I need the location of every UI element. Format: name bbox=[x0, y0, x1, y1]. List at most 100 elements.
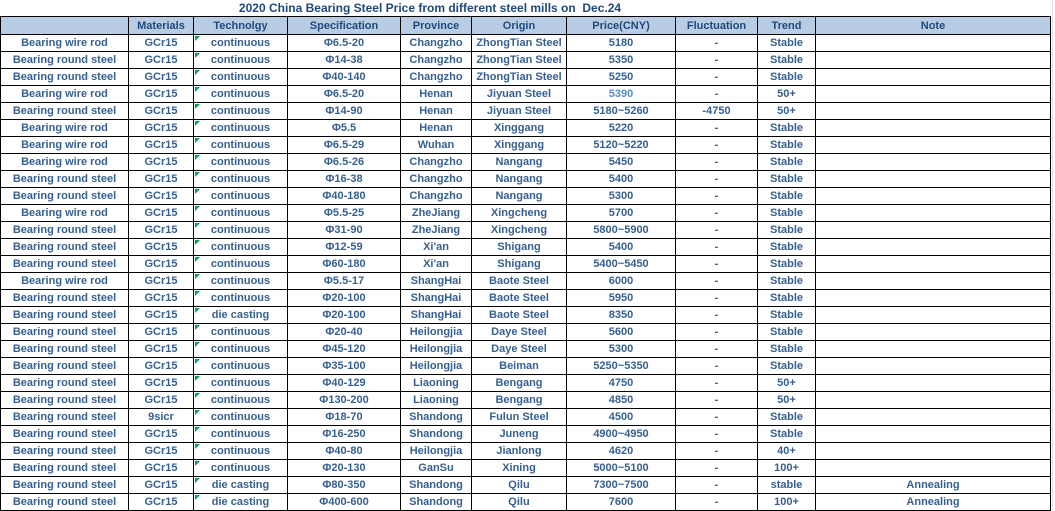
cell-province[interactable]: Heilongjia bbox=[400, 442, 472, 460]
cell-province[interactable]: Heilongjia bbox=[400, 357, 472, 375]
cell-fluctuation[interactable]: - bbox=[675, 357, 758, 375]
header-cell-materials[interactable]: Materials bbox=[128, 16, 194, 35]
header-cell-specification[interactable]: Specification bbox=[287, 16, 401, 35]
cell-note[interactable] bbox=[815, 51, 1051, 69]
cell-province[interactable]: Heilongjia bbox=[400, 323, 472, 341]
cell-materials[interactable]: GCr15 bbox=[128, 153, 194, 171]
cell-materials[interactable]: GCr15 bbox=[128, 51, 194, 69]
cell-province[interactable]: Henan bbox=[400, 85, 472, 103]
cell-origin[interactable]: Beiman bbox=[471, 357, 567, 375]
cell-origin[interactable]: ZhongTian Steel bbox=[471, 68, 567, 86]
cell-product[interactable]: Bearing wire rod bbox=[0, 85, 129, 103]
cell-origin[interactable]: Jiyuan Steel bbox=[471, 85, 567, 103]
cell-specification[interactable]: Φ20-40 bbox=[287, 323, 401, 341]
cell-note[interactable] bbox=[815, 272, 1051, 290]
cell-province[interactable]: Heilongjia bbox=[400, 340, 472, 358]
cell-specification[interactable]: Φ60-180 bbox=[287, 255, 401, 273]
cell-technology[interactable]: continuous bbox=[193, 204, 288, 222]
cell-note[interactable] bbox=[815, 374, 1051, 392]
cell-trend[interactable]: 50+ bbox=[757, 102, 816, 120]
cell-trend[interactable]: Stable bbox=[757, 51, 816, 69]
cell-fluctuation[interactable]: - bbox=[675, 289, 758, 307]
cell-trend[interactable]: Stable bbox=[757, 187, 816, 205]
cell-origin[interactable]: Bengang bbox=[471, 391, 567, 409]
cell-fluctuation[interactable]: - bbox=[675, 408, 758, 426]
cell-product[interactable]: Bearing round steel bbox=[0, 442, 129, 460]
cell-trend[interactable]: Stable bbox=[757, 323, 816, 341]
cell-materials[interactable]: GCr15 bbox=[128, 136, 194, 154]
cell-province[interactable]: Changzho bbox=[400, 34, 472, 52]
cell-materials[interactable]: GCr15 bbox=[128, 340, 194, 358]
cell-note[interactable] bbox=[815, 68, 1051, 86]
cell-province[interactable]: Wuhan bbox=[400, 136, 472, 154]
cell-materials[interactable]: GCr15 bbox=[128, 85, 194, 103]
cell-note[interactable] bbox=[815, 119, 1051, 137]
cell-province[interactable]: Changzho bbox=[400, 187, 472, 205]
cell-trend[interactable]: 50+ bbox=[757, 391, 816, 409]
cell-product[interactable]: Bearing round steel bbox=[0, 476, 129, 494]
cell-origin[interactable]: Jiyuan Steel bbox=[471, 102, 567, 120]
cell-price[interactable]: 5250~5350 bbox=[566, 357, 676, 375]
cell-province[interactable]: Xi'an bbox=[400, 255, 472, 273]
cell-origin[interactable]: Juneng bbox=[471, 425, 567, 443]
cell-fluctuation[interactable]: - bbox=[675, 476, 758, 494]
cell-materials[interactable]: GCr15 bbox=[128, 323, 194, 341]
cell-materials[interactable]: GCr15 bbox=[128, 102, 194, 120]
cell-technology[interactable]: continuous bbox=[193, 255, 288, 273]
cell-trend[interactable]: Stable bbox=[757, 340, 816, 358]
cell-note[interactable] bbox=[815, 391, 1051, 409]
cell-price[interactable]: 5800~5900 bbox=[566, 221, 676, 239]
cell-trend[interactable]: Stable bbox=[757, 34, 816, 52]
cell-specification[interactable]: Φ31-90 bbox=[287, 221, 401, 239]
cell-trend[interactable]: Stable bbox=[757, 289, 816, 307]
cell-province[interactable]: Liaoning bbox=[400, 374, 472, 392]
cell-price[interactable]: 5950 bbox=[566, 289, 676, 307]
cell-price[interactable]: 5400 bbox=[566, 238, 676, 256]
cell-technology[interactable]: continuous bbox=[193, 340, 288, 358]
cell-note[interactable] bbox=[815, 357, 1051, 375]
cell-price[interactable]: 5250 bbox=[566, 68, 676, 86]
cell-materials[interactable]: GCr15 bbox=[128, 68, 194, 86]
cell-price[interactable]: 6000 bbox=[566, 272, 676, 290]
cell-product[interactable]: Bearing round steel bbox=[0, 68, 129, 86]
cell-fluctuation[interactable]: - bbox=[675, 68, 758, 86]
cell-fluctuation[interactable]: - bbox=[675, 459, 758, 477]
cell-specification[interactable]: Φ5.5 bbox=[287, 119, 401, 137]
cell-technology[interactable]: continuous bbox=[193, 391, 288, 409]
cell-materials[interactable]: GCr15 bbox=[128, 306, 194, 324]
cell-price[interactable]: 4500 bbox=[566, 408, 676, 426]
cell-technology[interactable]: continuous bbox=[193, 357, 288, 375]
cell-fluctuation[interactable]: - bbox=[675, 85, 758, 103]
cell-specification[interactable]: Φ6.5-20 bbox=[287, 85, 401, 103]
cell-fluctuation[interactable]: - bbox=[675, 153, 758, 171]
cell-fluctuation[interactable]: - bbox=[675, 255, 758, 273]
cell-origin[interactable]: Nangang bbox=[471, 170, 567, 188]
cell-price[interactable]: 5600 bbox=[566, 323, 676, 341]
cell-product[interactable]: Bearing round steel bbox=[0, 391, 129, 409]
cell-origin[interactable]: Qilu bbox=[471, 493, 567, 511]
cell-technology[interactable]: continuous bbox=[193, 34, 288, 52]
cell-note[interactable] bbox=[815, 425, 1051, 443]
cell-province[interactable]: Shandong bbox=[400, 408, 472, 426]
cell-specification[interactable]: Φ18-70 bbox=[287, 408, 401, 426]
cell-materials[interactable]: GCr15 bbox=[128, 357, 194, 375]
cell-price[interactable]: 7300~7500 bbox=[566, 476, 676, 494]
cell-product[interactable]: Bearing wire rod bbox=[0, 204, 129, 222]
cell-trend[interactable]: Stable bbox=[757, 136, 816, 154]
cell-product[interactable]: Bearing wire rod bbox=[0, 136, 129, 154]
cell-specification[interactable]: Φ5.5-25 bbox=[287, 204, 401, 222]
cell-specification[interactable]: Φ40-80 bbox=[287, 442, 401, 460]
cell-technology[interactable]: continuous bbox=[193, 459, 288, 477]
cell-province[interactable]: ShangHai bbox=[400, 272, 472, 290]
cell-product[interactable]: Bearing round steel bbox=[0, 493, 129, 511]
cell-origin[interactable]: Bengang bbox=[471, 374, 567, 392]
cell-trend[interactable]: Stable bbox=[757, 68, 816, 86]
cell-specification[interactable]: Φ20-100 bbox=[287, 289, 401, 307]
cell-specification[interactable]: Φ14-38 bbox=[287, 51, 401, 69]
cell-product[interactable]: Bearing round steel bbox=[0, 289, 129, 307]
cell-price[interactable]: 5180~5260 bbox=[566, 102, 676, 120]
cell-province[interactable]: ZheJiang bbox=[400, 221, 472, 239]
cell-technology[interactable]: die casting bbox=[193, 493, 288, 511]
cell-fluctuation[interactable]: - bbox=[675, 238, 758, 256]
cell-province[interactable]: Henan bbox=[400, 102, 472, 120]
